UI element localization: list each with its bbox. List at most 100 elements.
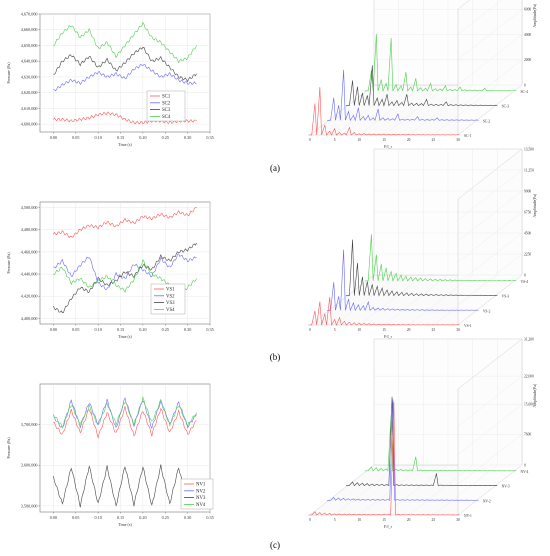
z-axis-label: Amplitude(Pa) [532,193,537,217]
grid-line-floor [433,84,498,136]
x-tick-label: 5 [334,518,336,522]
x-tick-label: 10 [358,328,362,332]
y-tick-label: 4,620,000 [21,90,38,96]
x-tick-label: 0.05 [72,327,79,332]
grid-line-z [457,34,523,85]
grid-line-z [457,404,523,455]
y-tick-label: 4,670,000 [21,11,38,17]
x-tick-label: 0 [309,518,311,522]
x-tick-label: 5 [334,328,336,332]
spectrum-nv2 [327,399,479,501]
z-tick-label: 13,500 [524,147,534,152]
row-label: VS-1 [464,324,472,328]
x-tick-label: 25 [432,138,436,142]
z-axis-label: Amplitude(Pa) [532,383,537,407]
x-tick-label: 0.20 [139,135,146,140]
grid-line-floor [408,274,473,326]
legend-entry: VS4 [166,308,175,313]
legend-entry: SC2 [162,101,171,106]
series-line-vs1 [53,207,197,239]
y-tick-label: 4,440,000 [21,271,38,277]
z-tick-label: 4000 [524,33,531,37]
spectrum-vs2 [327,249,479,312]
x-tick-label: 25 [432,328,436,332]
grid-line-floor [383,84,449,136]
z-tick-label: 4500 [524,231,531,235]
grid-line-z [457,190,523,242]
x-tick-label: 0.00 [50,327,57,332]
x-tick-label: 0.15 [117,515,124,520]
x-tick-label: 20 [407,518,411,522]
x-tick-label: 15 [382,518,386,522]
x-tick-label: 0.00 [50,515,57,520]
x-tick-label: 0.20 [139,515,146,520]
x-axis-label: Time (s) [118,142,132,147]
y-axis-label: Pressure (Pa) [6,62,11,84]
legend-entry: NV4 [196,503,206,508]
z-tick-label: 2000 [524,58,531,62]
grid-line-z [457,376,523,427]
z-tick-label: 11,250 [524,168,534,173]
grid-line-floor [359,84,424,136]
grid-line-z [457,169,523,221]
panel-label-1: (b) [270,352,281,362]
x-tick-label: 30 [456,138,460,142]
z-tick-label: 7600 [524,433,531,437]
grid-line-floor [383,274,449,326]
grid-line-floor [383,464,449,516]
z-tick-label: 0 [524,273,526,277]
legend-entry: NV1 [196,483,206,488]
x-tick-label: 0.30 [184,135,191,140]
row-label: NV-3 [502,485,510,489]
x-tick-label: 0.30 [184,327,191,332]
x-tick-label: 0.05 [72,515,79,520]
y-tick-label: 4,630,000 [21,74,38,80]
z-tick-label: 6000 [524,8,531,12]
grid-line-z [457,0,470,10]
row-label: NV-4 [520,470,528,474]
grid-line-floor [433,464,498,516]
x-tick-label: 0.25 [162,515,169,520]
series-line-nv3 [53,464,197,508]
line-chart-2: 0.00 0.05 0.10 0.15 0.20 0.25 0.30 0.35 3,500,00… [6,383,214,527]
y-tick-label: 4,420,000 [21,294,38,300]
spectrum-nv4 [364,414,517,472]
x-tick-label: 0.35 [206,327,213,332]
grid-line-z [457,148,523,200]
y-tick-label: 4,640,000 [21,59,38,65]
x-tick-label: 0.25 [162,135,169,140]
z-tick-label: 15,000 [524,403,534,408]
spectrum-nv1 [308,401,460,516]
spectrum-vs1 [308,296,460,327]
spectrum-vs4 [364,234,517,282]
y-tick-label: 3,500,000 [21,503,38,509]
legend-entry: NV3 [196,496,206,501]
legend-entry: SC1 [162,95,171,100]
x-axis-label: Time (s) [118,522,132,527]
spectrum-sc1 [308,87,460,136]
x-tick-label: 0.25 [162,327,169,332]
waterfall-chart-1: 0 5 10 15 20 25 30 0 2250 4500 6750 9000 11,250 13,50… [308,147,537,339]
x-tick-label: 25 [432,518,436,522]
x-axis-label: F/f_r [384,334,393,339]
grid-line-floor [334,84,399,136]
x-tick-label: 0.15 [117,135,124,140]
row-label: SC-4 [520,90,528,94]
grid-line-floor [334,464,399,516]
spectrum-vs3 [345,239,498,297]
legend-entry: NV2 [196,489,206,494]
panel-label-2: (c) [270,540,280,550]
z-tick-label: 0 [524,463,526,467]
grid-line-z [457,211,523,263]
line-chart-1: 0.00 0.05 0.10 0.15 0.20 0.25 0.30 0.35 4,400,00… [6,201,214,339]
z-tick-label: 0 [524,83,526,87]
series-line-sc4 [53,21,197,64]
z-tick-label: 6750 [524,210,531,214]
x-tick-label: 20 [407,138,411,142]
series-line-nv4 [53,396,197,429]
x-tick-label: 30 [456,518,460,522]
y-tick-label: 4,600,000 [21,122,38,128]
